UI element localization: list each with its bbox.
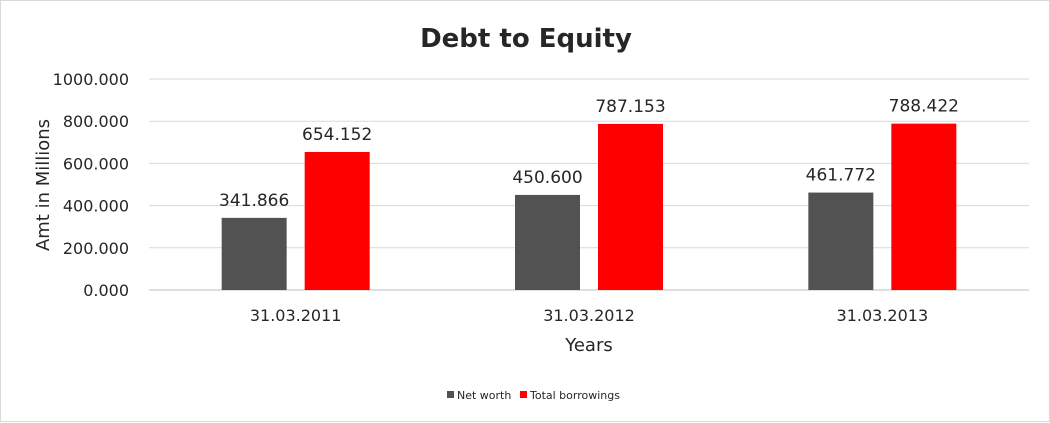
chart-title: Debt to Equity — [420, 24, 632, 54]
bar-net-worth — [515, 194, 580, 290]
bar-total-borrowings — [891, 123, 957, 290]
y-axis-title: Amt in Millions — [33, 119, 54, 251]
data-label: 450.600 — [512, 168, 582, 188]
data-label: 654.152 — [302, 125, 372, 145]
data-label: 341.866 — [219, 191, 289, 211]
y-tick-label: 0.000 — [83, 281, 129, 300]
legend-swatch — [447, 391, 454, 398]
bar-net-worth — [808, 192, 874, 290]
y-tick-label: 800.000 — [63, 112, 129, 131]
x-tick-label: 31.03.2011 — [250, 306, 342, 325]
y-axis-tick-labels: 0.000 200.000 400.000 600.000 800.000 1000.00… — [53, 70, 129, 300]
x-axis-title: Years — [564, 335, 613, 356]
y-tick-label: 400.000 — [63, 197, 129, 216]
x-tick-label: 31.03.2012 — [543, 306, 635, 325]
data-label: 788.422 — [889, 97, 959, 117]
legend-swatch — [520, 391, 527, 398]
y-tick-label: 600.000 — [63, 154, 129, 173]
data-labels: 341.866 654.152 450.600 787.153 461.772 788.4… — [219, 97, 959, 211]
data-label: 461.772 — [806, 166, 876, 186]
x-axis-tick-labels: 31.03.2011 31.03.2012 31.03.2013 — [250, 306, 928, 325]
legend-label: Net worth — [457, 389, 511, 402]
bar-total-borrowings — [304, 151, 370, 290]
bar-total-borrowings — [598, 123, 663, 291]
data-label: 787.153 — [595, 97, 665, 117]
bar-net-worth — [221, 217, 287, 290]
x-tick-label: 31.03.2013 — [837, 306, 929, 325]
y-tick-label: 200.000 — [63, 239, 129, 258]
bars — [221, 123, 957, 291]
gridlines — [149, 78, 1029, 291]
y-tick-label: 1000.000 — [53, 70, 129, 89]
legend-label: Total borrowings — [529, 389, 620, 402]
legend: Net worth Total borrowings — [447, 389, 620, 402]
